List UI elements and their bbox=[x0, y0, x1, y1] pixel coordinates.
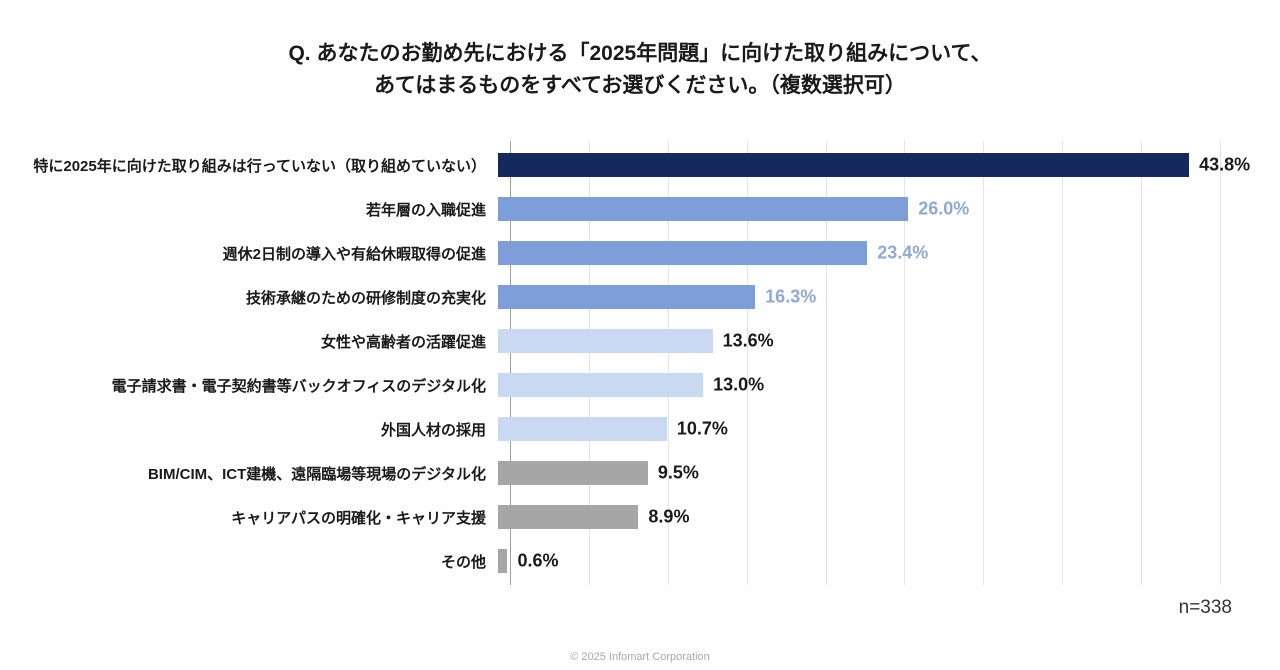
category-label: 外国人材の採用 bbox=[380, 421, 486, 439]
gridlines bbox=[510, 141, 1221, 585]
bar bbox=[498, 329, 713, 353]
value-label: 8.9% bbox=[648, 506, 690, 527]
sample-size: n=338 bbox=[1178, 597, 1232, 618]
chart-title: Q. あなたのお勤め先における「2025年問題」に向けた取り組みについて、 あて… bbox=[0, 0, 1280, 101]
bar-row: 若年層の入職促進 26.0% bbox=[0, 187, 1280, 231]
gridline bbox=[746, 141, 748, 585]
category-label: 若年層の入職促進 bbox=[365, 201, 486, 219]
bar-area: 9.5% bbox=[498, 451, 1208, 495]
value-label: 13.6% bbox=[722, 330, 774, 351]
gridline bbox=[1062, 141, 1064, 585]
bar-area: 16.3% bbox=[498, 275, 1208, 319]
bar-row: 特に2025年に向けた取り組みは行っていない（取り組めていない） 43.8% bbox=[0, 143, 1280, 187]
gridline bbox=[1220, 141, 1221, 585]
category-label: 週休2日制の導入や有給休暇取得の促進 bbox=[222, 245, 486, 263]
bar-area: 26.0% bbox=[498, 187, 1208, 231]
bar-area: 0.6% bbox=[498, 539, 1208, 583]
bar-area: 23.4% bbox=[498, 231, 1208, 275]
bar-area: 43.8% bbox=[498, 143, 1250, 187]
bar-area: 10.7% bbox=[498, 407, 1208, 451]
value-label: 43.8% bbox=[1199, 154, 1251, 175]
bar-area: 13.0% bbox=[498, 363, 1208, 407]
bar bbox=[498, 153, 1190, 177]
bar-area: 8.9% bbox=[498, 495, 1208, 539]
bar-row: 電子請求書・電子契約書等バックオフィスのデジタル化 13.0% bbox=[0, 363, 1280, 407]
category-label: 女性や高齢者の活躍促進 bbox=[320, 333, 486, 351]
category-label: キャリアパスの明確化・キャリア支援 bbox=[231, 509, 486, 527]
bar bbox=[498, 461, 648, 485]
category-label: 技術承継のための研修制度の充実化 bbox=[245, 289, 486, 307]
copyright: © 2025 Infomart Corporation bbox=[570, 651, 710, 663]
value-label: 13.0% bbox=[713, 374, 765, 395]
value-label: 16.3% bbox=[765, 286, 817, 307]
gridline bbox=[983, 141, 985, 585]
category-label: BIM/CIM、ICT建機、遠隔臨場等現場のデジタル化 bbox=[147, 465, 486, 483]
chart-title-line2: あてはまるものをすべてお選びください。（複数選択可） bbox=[374, 73, 906, 97]
bar-row: 外国人材の採用 10.7% bbox=[0, 407, 1280, 451]
bar bbox=[498, 241, 868, 265]
gridline bbox=[667, 141, 669, 585]
gridline bbox=[1141, 141, 1143, 585]
bar bbox=[498, 285, 756, 309]
bar bbox=[498, 197, 909, 221]
value-label: 9.5% bbox=[657, 462, 699, 483]
bar-row: その他 0.6% bbox=[0, 539, 1280, 583]
gridline bbox=[904, 141, 906, 585]
bar-rows: 特に2025年に向けた取り組みは行っていない（取り組めていない） 43.8% 若… bbox=[0, 143, 1280, 583]
bar-row: 女性や高齢者の活躍促進 13.6% bbox=[0, 319, 1280, 363]
chart-title-line1: Q. あなたのお勤め先における「2025年問題」に向けた取り組みについて、 bbox=[288, 42, 992, 65]
bar bbox=[498, 505, 639, 529]
bar-row: BIM/CIM、ICT建機、遠隔臨場等現場のデジタル化 9.5% bbox=[0, 451, 1280, 495]
gridline bbox=[825, 141, 827, 585]
value-label: 10.7% bbox=[676, 418, 728, 439]
bar bbox=[498, 417, 667, 441]
category-label: 特に2025年に向けた取り組みは行っていない（取り組めていない） bbox=[33, 157, 486, 175]
bar-area: 13.6% bbox=[498, 319, 1208, 363]
category-label: その他 bbox=[440, 553, 486, 571]
bar bbox=[498, 373, 704, 397]
category-label: 電子請求書・電子契約書等バックオフィスのデジタル化 bbox=[111, 377, 486, 395]
value-label: 23.4% bbox=[877, 242, 929, 263]
bar-row: 週休2日制の導入や有給休暇取得の促進 23.4% bbox=[0, 231, 1280, 275]
bar-row: キャリアパスの明確化・キャリア支援 8.9% bbox=[0, 495, 1280, 539]
value-label: 0.6% bbox=[517, 550, 559, 571]
axis-line bbox=[510, 141, 511, 585]
bar bbox=[498, 549, 508, 573]
gridline bbox=[588, 141, 590, 585]
bar-row: 技術承継のための研修制度の充実化 16.3% bbox=[0, 275, 1280, 319]
horizontal-bar-chart: 特に2025年に向けた取り組みは行っていない（取り組めていない） 43.8% 若… bbox=[0, 141, 1280, 585]
value-label: 26.0% bbox=[918, 198, 970, 219]
